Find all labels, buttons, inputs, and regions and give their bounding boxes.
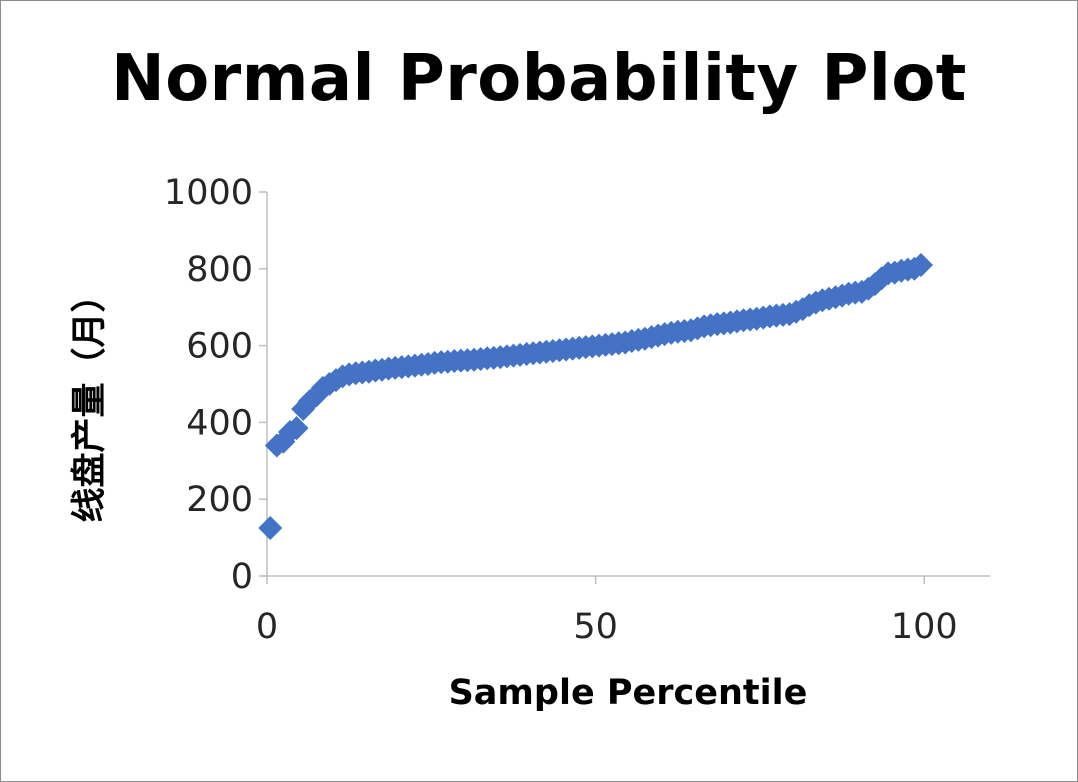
y-tick-label: 1000: [164, 173, 253, 213]
y-tick-label: 200: [186, 480, 253, 520]
data-points: [258, 252, 933, 540]
chart-title: Normal Probability Plot: [111, 42, 967, 116]
y-tick-label: 0: [231, 557, 253, 597]
x-tick-label: 0: [256, 607, 278, 647]
y-tick-label: 600: [186, 327, 253, 367]
x-tick-label: 50: [573, 607, 618, 647]
y-tick-label: 800: [186, 250, 253, 290]
y-axis-title: 线盘产量（月）: [69, 277, 110, 522]
data-point: [284, 416, 309, 441]
x-axis-title: Sample Percentile: [449, 673, 808, 713]
data-point: [908, 252, 933, 277]
y-tick-label: 400: [186, 403, 253, 443]
x-tick-label: 100: [891, 607, 958, 647]
data-point: [258, 516, 283, 540]
axes: 0 200 400 600 800 1000 0 50 100: [164, 173, 990, 647]
